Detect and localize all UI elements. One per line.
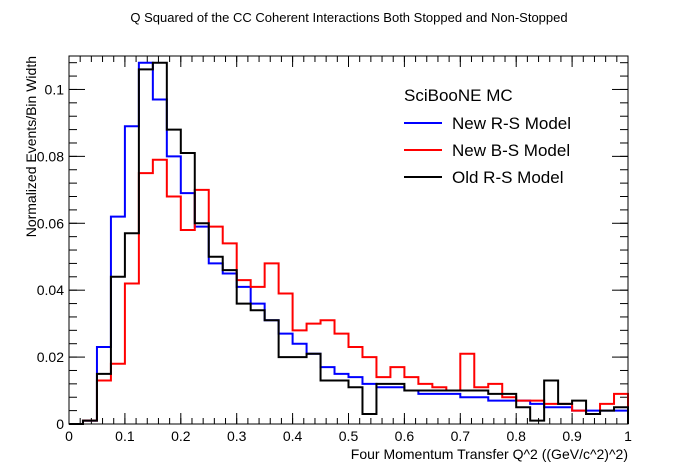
series-old-r-s-model bbox=[69, 61, 629, 425]
y-tick-label: 0.08 bbox=[37, 148, 64, 164]
x-tick-label: 0.1 bbox=[115, 428, 135, 444]
legend-entry-new-rs: New R-S Model bbox=[404, 114, 571, 133]
x-tick-label: 0.3 bbox=[227, 428, 247, 444]
series-line-old-r-s-model bbox=[69, 61, 629, 425]
x-tick-label: 0.9 bbox=[562, 428, 582, 444]
y-tick-label: 0 bbox=[56, 416, 64, 432]
y-tick-label: 0.06 bbox=[37, 215, 64, 231]
y-tick-label: 0.02 bbox=[37, 349, 64, 365]
series-new-b-s-model bbox=[69, 158, 629, 425]
y-tick-label: 0.04 bbox=[37, 282, 64, 298]
x-tick-labels: 0 0.1 0.2 0.3 0.4 0.5 0.6 0.7 0.8 0.9 1 bbox=[65, 428, 632, 444]
x-tick-label: 0.5 bbox=[339, 428, 359, 444]
legend-header: SciBooNE MC bbox=[404, 86, 513, 105]
series-layer bbox=[69, 61, 629, 425]
legend-entry-new-bs: New B-S Model bbox=[404, 141, 570, 160]
x-tick-label: 0.2 bbox=[171, 428, 191, 444]
chart-title: Q Squared of the CC Coherent Interaction… bbox=[130, 10, 567, 25]
y-tick-labels: 0 0.02 0.04 0.06 0.08 0.1 bbox=[37, 81, 64, 432]
x-axis-title: Four Momentum Transfer Q^2 ((GeV/c^2)^2) bbox=[351, 446, 628, 462]
y-axis-title: Normalized Events/Bin Width bbox=[23, 56, 39, 237]
legend-entry-old-rs: Old R-S Model bbox=[404, 168, 563, 187]
legend-label-new-rs: New R-S Model bbox=[452, 114, 571, 133]
series-line-new-b-s-model bbox=[69, 158, 629, 425]
x-axis-ticks bbox=[68, 56, 629, 424]
x-tick-label: 1 bbox=[624, 428, 632, 444]
y-tick-label: 0.1 bbox=[45, 81, 65, 97]
x-tick-label: 0 bbox=[65, 428, 73, 444]
plot-frame bbox=[68, 55, 629, 425]
legend-label-old-rs: Old R-S Model bbox=[452, 168, 563, 187]
x-tick-label: 0.6 bbox=[395, 428, 415, 444]
legend: SciBooNE MC New R-S Model New B-S Model … bbox=[404, 86, 571, 187]
x-tick-label: 0.7 bbox=[451, 428, 471, 444]
x-tick-label: 0.4 bbox=[283, 428, 303, 444]
legend-label-new-bs: New B-S Model bbox=[452, 141, 570, 160]
x-tick-label: 0.8 bbox=[506, 428, 526, 444]
